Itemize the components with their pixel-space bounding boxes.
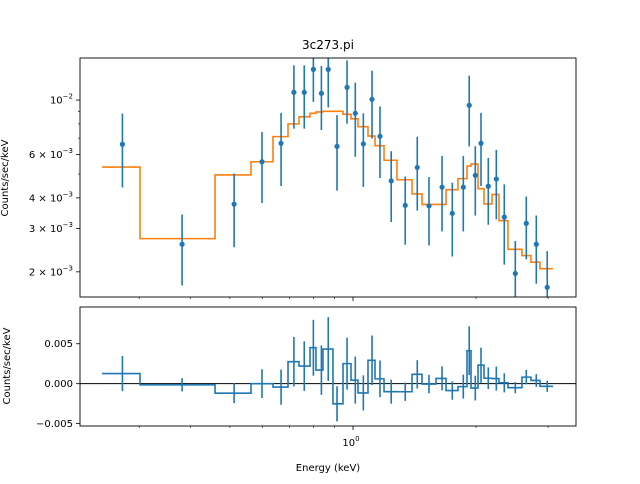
data-point	[344, 60, 350, 124]
y-tick-mantissa: 2 × 10	[29, 267, 63, 278]
data-point	[377, 106, 383, 178]
residual-axes: 0.005 0.000 −0.005 100	[36, 306, 577, 449]
data-point	[310, 58, 316, 102]
data-marker	[414, 164, 420, 171]
data-point	[544, 251, 550, 297]
data-point	[402, 176, 408, 245]
data-point	[472, 146, 478, 216]
data-point	[512, 241, 518, 297]
top-axes-frame	[79, 57, 577, 298]
data-marker	[460, 184, 466, 190]
data-point	[352, 82, 358, 157]
y-tick-label: 3 × 10−3	[29, 221, 73, 235]
data-marker	[377, 133, 383, 139]
residual-y-axis-label: Counts/sec/keV	[2, 327, 13, 404]
data-point	[414, 136, 420, 211]
data-marker	[439, 184, 445, 190]
y-tick-label: 2 × 10−3	[29, 264, 73, 278]
top-axes: 10−26 × 10−34 × 10−33 × 10−32 × 10−3	[29, 57, 577, 301]
data-point	[388, 151, 394, 223]
data-point	[485, 158, 491, 225]
x-tick-exponent: 0	[355, 435, 359, 443]
data-marker	[179, 241, 185, 247]
residual-y-tick-label: 0.000	[44, 379, 73, 390]
data-marker	[472, 172, 478, 178]
data-marker	[533, 241, 539, 247]
y-tick-label: 10−2	[50, 93, 73, 107]
y-tick-exponent: −3	[63, 221, 73, 229]
data-point	[318, 66, 324, 131]
data-marker	[325, 66, 331, 72]
y-tick-label: 4 × 10−3	[29, 190, 73, 204]
data-point	[478, 112, 484, 187]
data-point	[493, 149, 499, 220]
chart-title: 3c273.pi	[302, 38, 354, 52]
data-marker	[544, 284, 550, 290]
data-marker	[388, 178, 394, 184]
data-marker	[318, 90, 324, 96]
y-tick-mantissa: 10	[50, 96, 63, 107]
x-axis-label: Energy (keV)	[296, 463, 361, 474]
data-point	[533, 215, 539, 284]
data-point	[460, 156, 466, 232]
y-tick-mantissa: 6 × 10	[29, 150, 63, 161]
y-tick-exponent: −3	[63, 264, 73, 272]
data-marker	[334, 143, 340, 149]
data-marker	[278, 140, 284, 146]
data-point	[466, 75, 472, 147]
data-point	[449, 182, 455, 257]
data-marker	[449, 210, 455, 216]
y-tick-mantissa: 4 × 10	[29, 193, 63, 204]
data-point	[119, 113, 126, 188]
data-marker	[231, 201, 237, 207]
data-marker	[426, 203, 432, 209]
data-marker	[369, 96, 375, 102]
data-marker	[352, 110, 358, 116]
data-marker	[402, 202, 408, 208]
data-marker	[344, 84, 350, 90]
data-marker	[485, 183, 491, 189]
data-point	[369, 70, 375, 139]
data-point	[231, 173, 237, 248]
y-tick-mantissa: 3 × 10	[29, 224, 63, 235]
top-y-axis-label: Counts/sec/keV	[0, 139, 11, 216]
residual-y-tick-label: 0.005	[44, 339, 73, 350]
data-marker	[310, 66, 316, 72]
y-tick-label: 6 × 10−3	[29, 147, 73, 161]
data-marker	[501, 214, 507, 220]
data-point	[439, 156, 445, 232]
data-point	[334, 115, 340, 191]
data-point	[291, 65, 297, 129]
data-point	[301, 65, 307, 129]
data-marker	[259, 159, 265, 165]
x-tick-label: 100	[342, 435, 359, 449]
data-point	[325, 58, 331, 108]
residual-axes-frame	[79, 306, 577, 427]
y-tick-exponent: −3	[63, 190, 73, 198]
data-marker	[360, 141, 366, 147]
data-marker	[523, 220, 529, 226]
data-marker	[478, 140, 484, 146]
residual-y-tick-label: −0.005	[36, 419, 73, 430]
data-marker	[119, 141, 126, 147]
data-point	[501, 184, 507, 265]
data-point	[426, 177, 432, 246]
data-point	[259, 132, 265, 204]
data-marker	[291, 89, 297, 95]
data-marker	[512, 270, 518, 277]
data-marker	[466, 102, 472, 108]
data-point	[360, 113, 366, 187]
data-point	[179, 214, 185, 286]
y-tick-exponent: −2	[63, 93, 73, 101]
y-tick-exponent: −3	[63, 147, 73, 155]
data-point	[523, 196, 529, 260]
data-point	[278, 112, 284, 187]
x-tick-mantissa: 10	[342, 438, 355, 449]
data-marker	[493, 176, 499, 182]
data-marker	[301, 89, 307, 95]
